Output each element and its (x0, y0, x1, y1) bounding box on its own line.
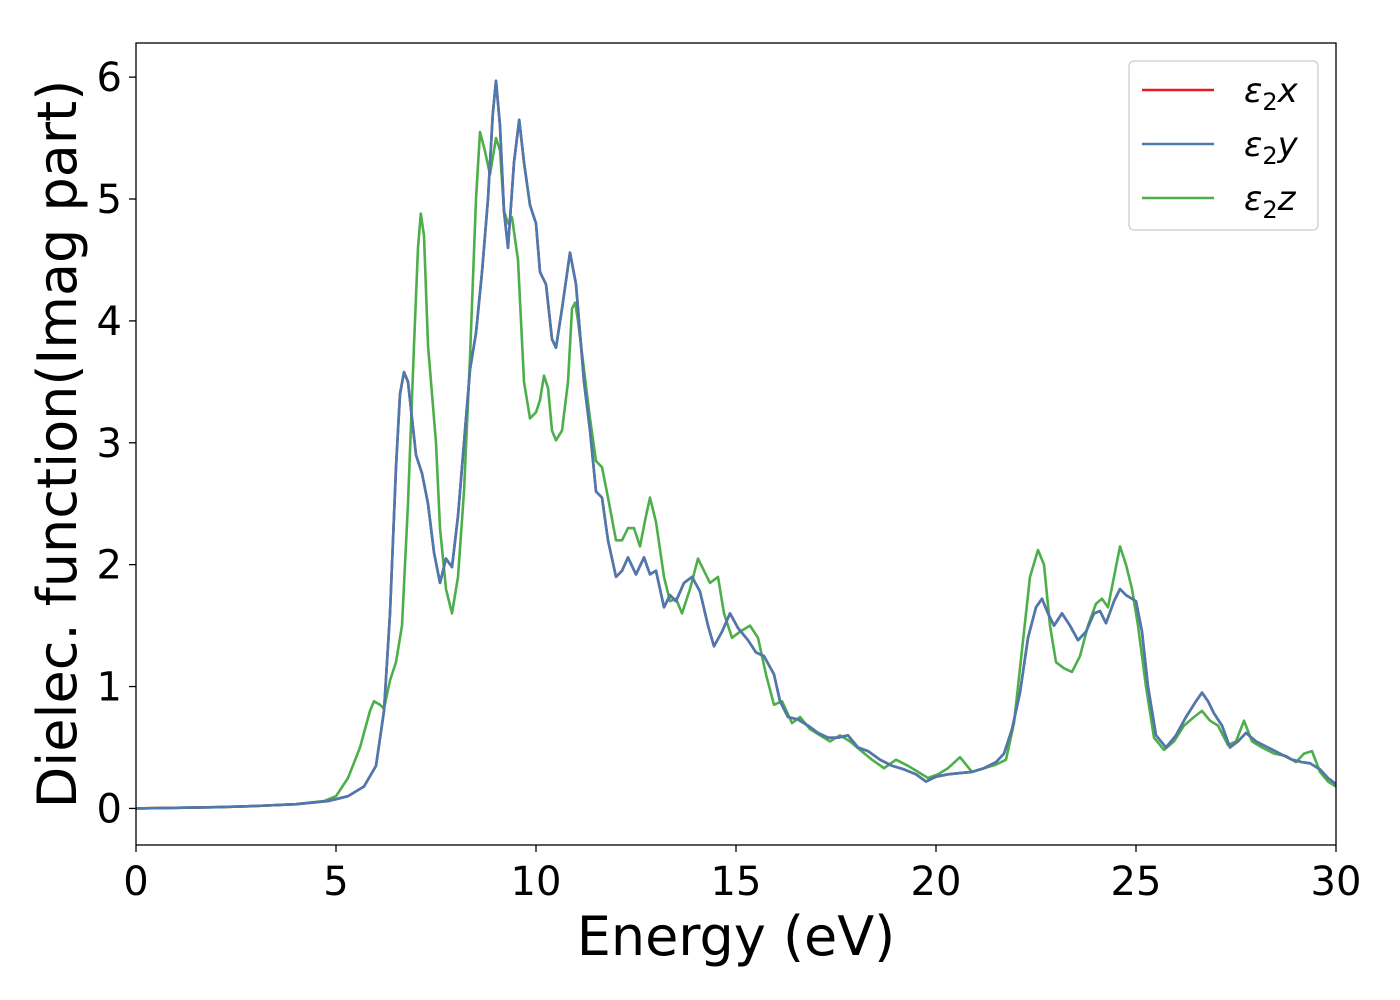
y-tick-label: 1 (97, 665, 122, 711)
legend: ε2x ε2y ε2z (1128, 60, 1319, 231)
x-tick-label: 10 (511, 859, 562, 905)
y-tick-label: 5 (97, 177, 122, 223)
x-tick-label: 20 (911, 859, 962, 905)
legend-box (1128, 60, 1319, 231)
series-line-y (136, 79, 1336, 810)
plot-lines (136, 79, 1336, 810)
x-tick-label: 25 (1111, 859, 1162, 905)
legend-label-y: ε2y (1244, 125, 1299, 170)
y-tick-label: 2 (97, 543, 122, 589)
series-line-z (136, 130, 1336, 810)
legend-label-z: ε2z (1244, 179, 1297, 224)
x-tick-label: 5 (323, 859, 348, 905)
y-axis-label: Dielec. function(Imag part) (26, 80, 89, 809)
x-axis-label: Energy (eV) (577, 905, 896, 968)
legend-label-x: ε2x (1244, 71, 1299, 116)
y-axis-ticks: 0 1 2 3 4 5 6 (97, 55, 136, 832)
x-tick-label: 15 (711, 859, 762, 905)
y-tick-label: 6 (97, 55, 122, 101)
x-axis-ticks: 0 5 10 15 20 25 30 (123, 845, 1361, 905)
x-tick-label: 30 (1311, 859, 1362, 905)
x-tick-label: 0 (123, 859, 148, 905)
y-tick-label: 4 (97, 299, 122, 345)
y-tick-label: 3 (97, 421, 122, 467)
y-tick-label: 0 (97, 786, 122, 832)
